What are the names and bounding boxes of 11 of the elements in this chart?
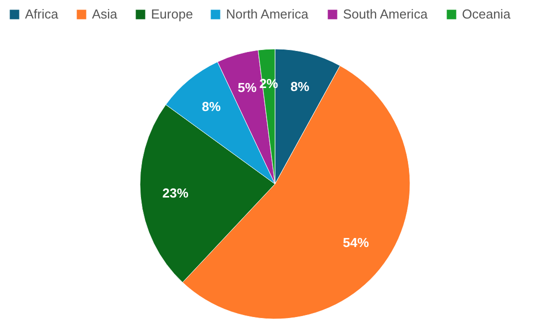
data-label: 8% [202,98,222,114]
data-label: 5% [238,80,257,95]
legend-label: Europe [151,6,193,22]
data-label: 54% [342,234,370,250]
legend-label: North America [226,6,310,22]
data-label: 23% [162,185,189,200]
data-label: 8% [290,79,310,94]
legend-label: Africa [25,6,59,22]
legend-label: South America [343,6,428,22]
legend-label: Asia [92,6,118,22]
legend-label: Oceania [462,6,512,22]
